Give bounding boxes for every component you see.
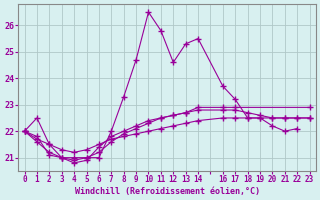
- X-axis label: Windchill (Refroidissement éolien,°C): Windchill (Refroidissement éolien,°C): [75, 187, 260, 196]
